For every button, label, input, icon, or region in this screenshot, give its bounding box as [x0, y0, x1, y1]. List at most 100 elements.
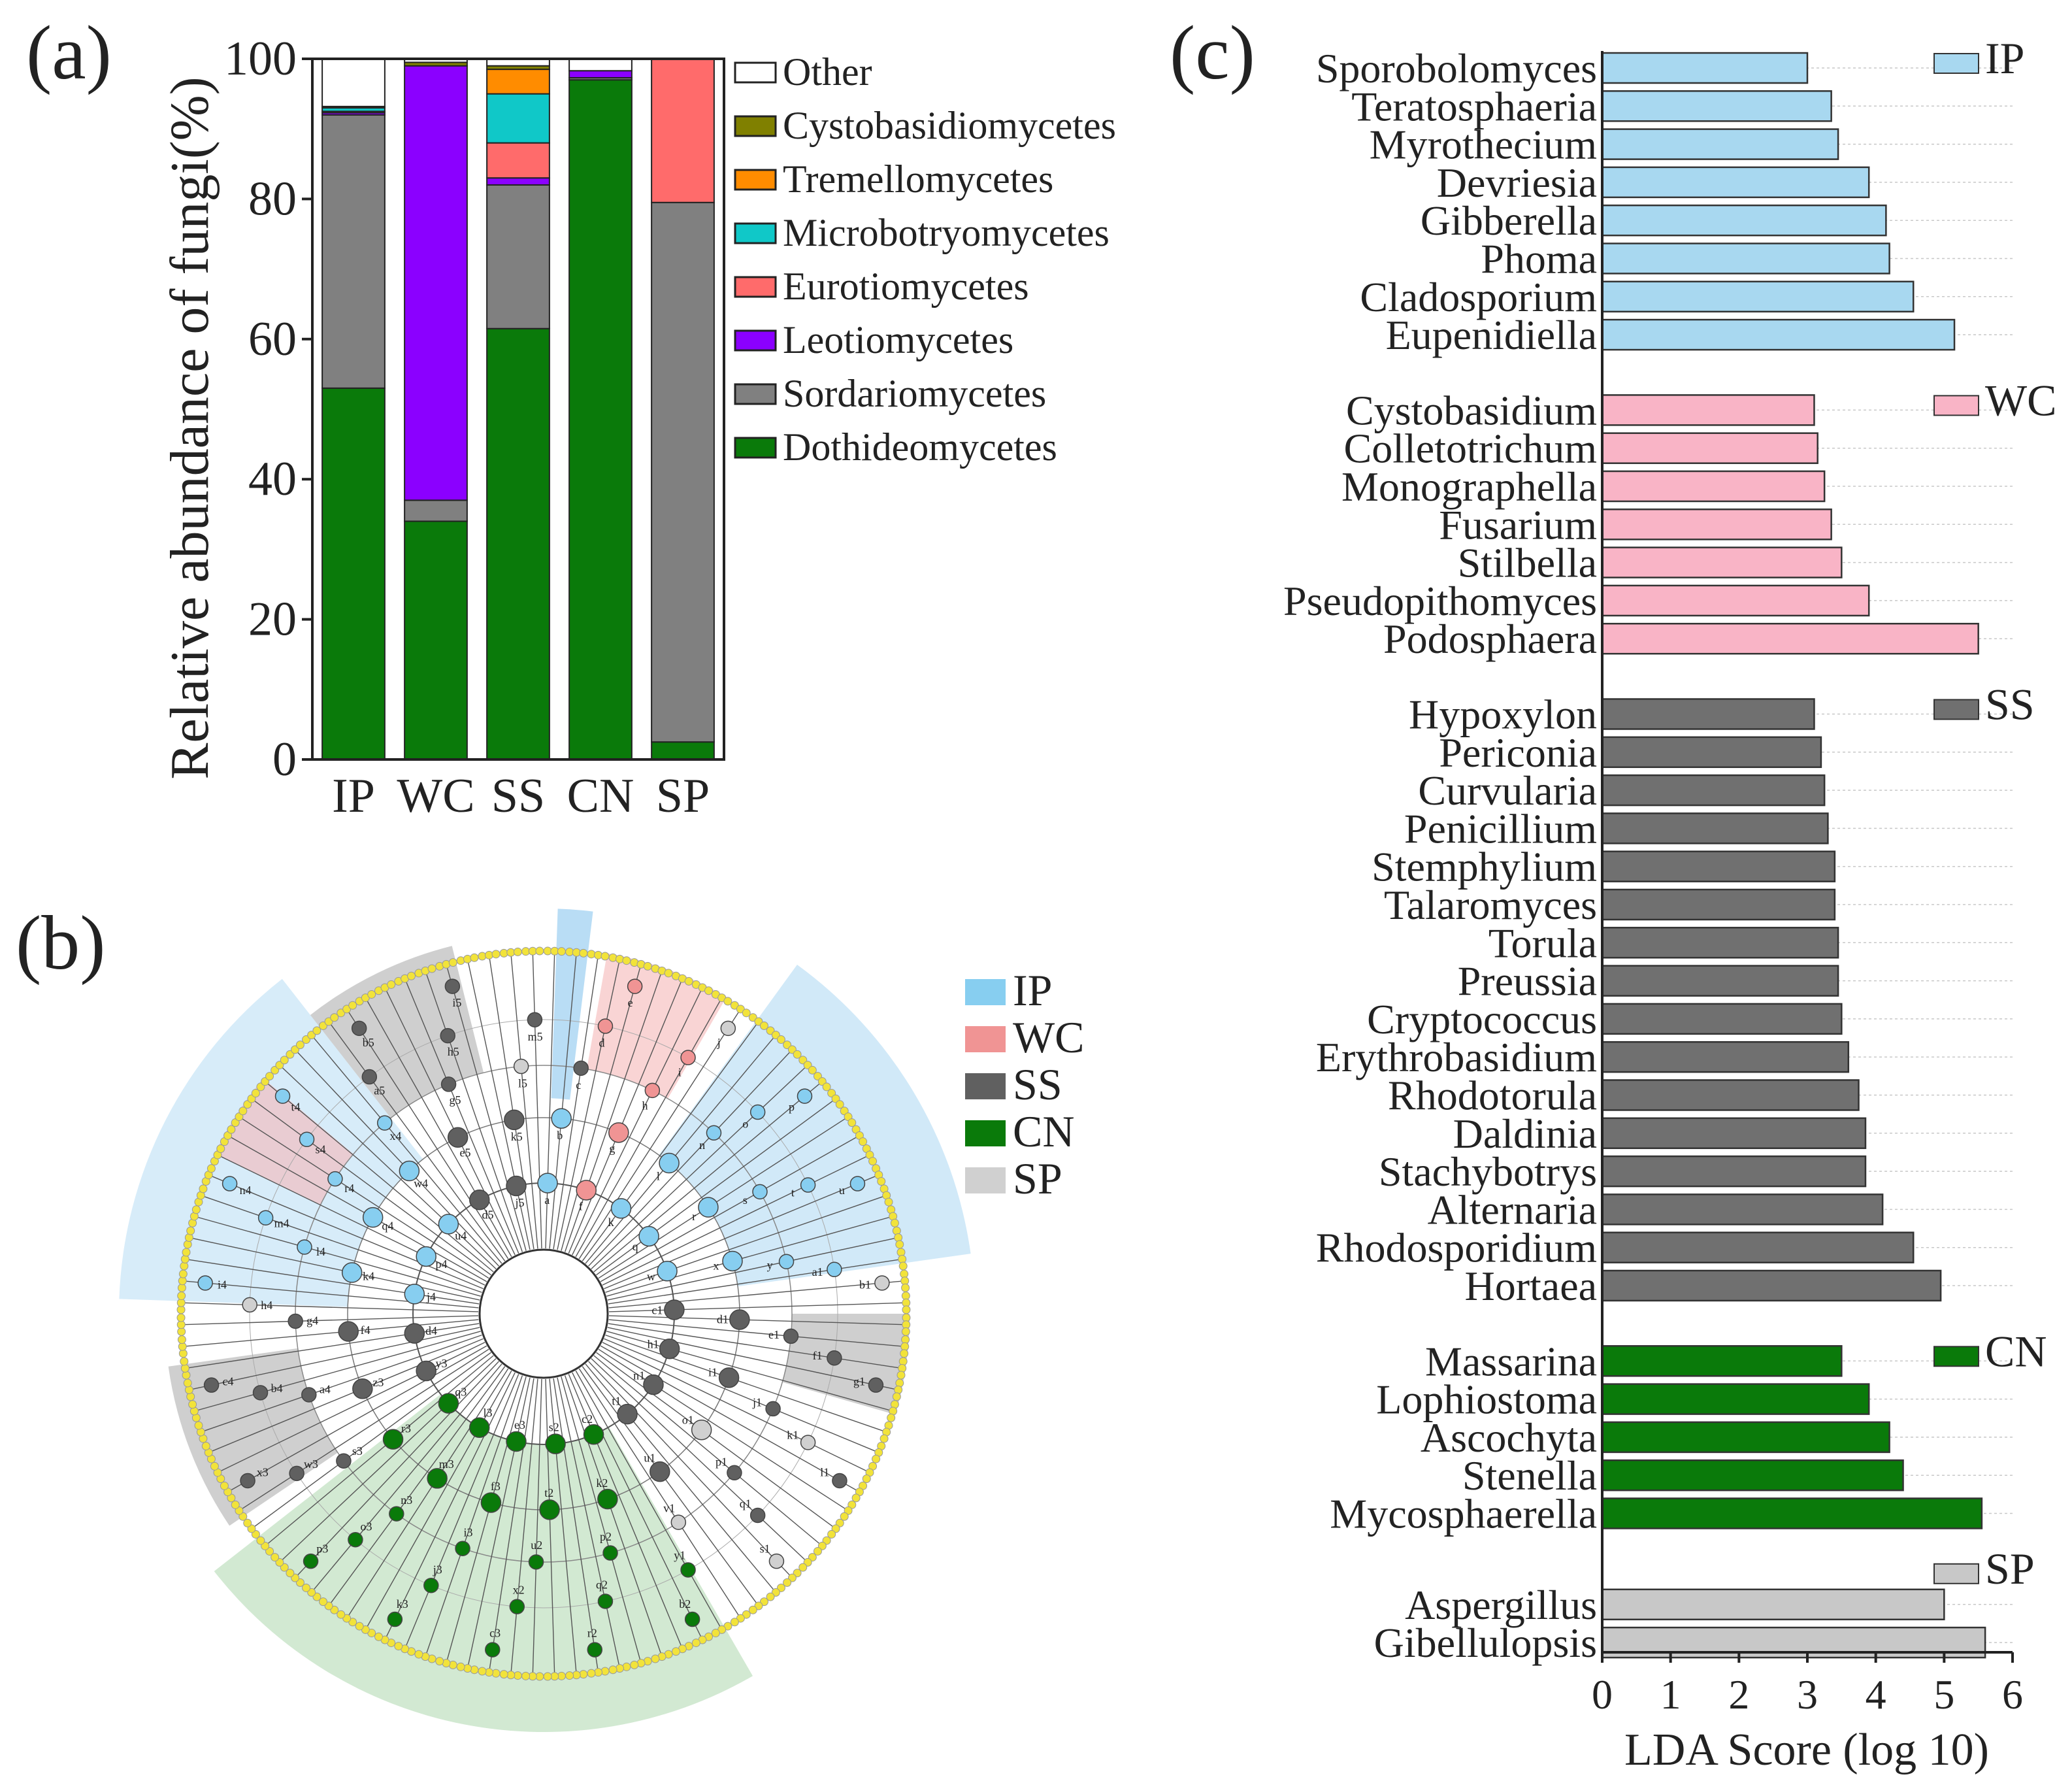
c-y-label-rhodotorula: Rhodotorula [1388, 1073, 1597, 1119]
b-branch-h1 [606, 1331, 896, 1413]
a-bar-WC-leotiomycetes [404, 65, 468, 501]
c-y-label-penicillium: Penicillium [1404, 805, 1597, 852]
b-node-label-o: o [742, 1117, 748, 1130]
b-node-b4 [252, 1385, 269, 1401]
b-node-label-m5: m5 [528, 1030, 543, 1043]
b-node-label-l3: l3 [484, 1407, 493, 1420]
b-leaf-r2-0 [600, 1667, 610, 1676]
b-leaf-c-2 [600, 952, 610, 961]
b-node-label-f: f [579, 1200, 583, 1213]
b-branch-q1 [591, 1358, 811, 1565]
b-node-label-u1: u1 [644, 1452, 655, 1465]
b-leaf-j4-0 [180, 1261, 189, 1271]
b-node-label-e: e [628, 996, 633, 1009]
c-y-label-talaromyces: Talaromyces [1384, 882, 1597, 928]
c-y-label-stenella: Stenella [1462, 1452, 1597, 1499]
b-leaf-k-2 [759, 1021, 768, 1030]
b-node-label-c2: c2 [582, 1412, 593, 1425]
b-node-x [722, 1250, 743, 1272]
b-leaf-x4-2 [312, 1026, 321, 1035]
b-node-label-d1: d1 [717, 1312, 729, 1325]
c-bar-stilbella [1601, 546, 1843, 578]
c-x-tick-label-6: 6 [2002, 1671, 2023, 1718]
b-leaf-h1-2 [887, 1413, 896, 1422]
c-bar-torula [1601, 927, 1839, 959]
b-branch-v1 [578, 1368, 743, 1622]
b-node-label-w4: w4 [414, 1176, 428, 1190]
c-y-label-massarina: Massarina [1425, 1338, 1597, 1384]
b-branch-u2 [532, 1378, 542, 1680]
c-y-label-devriesia: Devriesia [1437, 159, 1597, 206]
b-leaf-s3-2 [243, 1518, 252, 1527]
b-node-label-b2: b2 [679, 1597, 691, 1610]
b-branch-g [568, 975, 684, 1254]
b-node-a4 [301, 1387, 317, 1403]
b-node-label-k5: k5 [511, 1130, 523, 1143]
b-node-label-c4: c4 [223, 1375, 234, 1388]
b-leaf-c3-0 [491, 1669, 501, 1678]
c-y-label-monographella: Monographella [1341, 463, 1597, 510]
b-branch-j4 [182, 1258, 480, 1305]
b-branch-a4 [197, 1334, 482, 1434]
b-branch-n1 [598, 1348, 851, 1513]
b-node-s4 [299, 1131, 315, 1148]
c-bar-stemphylium [1601, 850, 1836, 882]
a-legend-label-cystobasidiomycetes: Cystobasidiomycetes [783, 104, 1116, 147]
b-branch-y [607, 1236, 902, 1301]
c-bar-massarina [1601, 1345, 1843, 1377]
c-group-label-wc: WC [1985, 375, 2057, 425]
b-leaf-a1-0 [896, 1248, 906, 1257]
b-node-label-p3: p3 [316, 1542, 328, 1556]
b-leaf-f-2 [664, 969, 673, 978]
c-bar-stenella [1601, 1459, 1904, 1491]
b-node-label-i4: i4 [218, 1278, 227, 1291]
c-y-label-cryptococcus: Cryptococcus [1367, 996, 1597, 1042]
b-legend-label-cn: CN [1013, 1107, 1074, 1156]
b-leaf-i1-2 [880, 1434, 889, 1443]
b-node-label-n4: n4 [240, 1184, 252, 1197]
b-legend-swatch-sp [965, 1167, 1006, 1193]
b-branch-j [578, 1006, 743, 1259]
b-node-o1 [691, 1420, 712, 1441]
b-node-label-s1: s1 [760, 1542, 770, 1556]
b-node-j3 [423, 1577, 439, 1593]
b-node-label-k4: k4 [363, 1269, 374, 1282]
b-leaf-a1-2 [898, 1261, 908, 1271]
b-branch-w4 [292, 1046, 499, 1267]
c-y-label-stilbella: Stilbella [1458, 540, 1597, 586]
b-branch-l1 [600, 1345, 863, 1494]
b-node-label-b5: b5 [363, 1036, 374, 1049]
b-branch-d5 [363, 994, 512, 1258]
b-leaf-e1-2 [900, 1349, 909, 1358]
b-leaf-d4-0 [182, 1371, 191, 1380]
c-y-label-fusarium: Fusarium [1439, 501, 1597, 548]
c-group-legend: IP WC SS CN SP [1933, 33, 2057, 1593]
c-y-label-cladosporium: Cladosporium [1360, 274, 1597, 320]
b-node-label-w3: w3 [304, 1458, 318, 1471]
c-y-label-curvularia: Curvularia [1418, 767, 1597, 814]
b-leaf-o1-0 [835, 1518, 844, 1527]
b-branch-s4 [248, 1096, 491, 1276]
c-y-label-podosphaera: Podosphaera [1383, 616, 1597, 662]
b-leaf-s-2 [859, 1137, 868, 1146]
b-leaf-p4-2 [216, 1144, 225, 1154]
b-branch-q4 [224, 1133, 487, 1282]
b-node-x2 [509, 1599, 525, 1614]
b-legend-swatch-ss [965, 1073, 1006, 1099]
b-leaf-m5-2 [535, 946, 544, 956]
b-leaf-x2-2 [499, 1670, 508, 1679]
b-node-d4 [404, 1323, 425, 1344]
b-leaf-j4-1 [180, 1254, 189, 1263]
b-node-e1 [783, 1328, 799, 1344]
b-leaf-m4-2 [199, 1184, 208, 1193]
b-node-l4 [297, 1239, 312, 1255]
c-bar-podosphaera [1601, 622, 1979, 655]
b-node-label-r2: r2 [587, 1626, 597, 1639]
b-branch-m3 [344, 1368, 509, 1622]
b-node-e [627, 978, 643, 994]
c-y-label-phoma: Phoma [1481, 236, 1597, 282]
b-node-label-q2: q2 [596, 1578, 608, 1591]
b-branch-q2 [557, 1377, 621, 1672]
b-leaf-t1-2 [766, 1592, 775, 1601]
b-leaf-k4-2 [186, 1226, 195, 1235]
